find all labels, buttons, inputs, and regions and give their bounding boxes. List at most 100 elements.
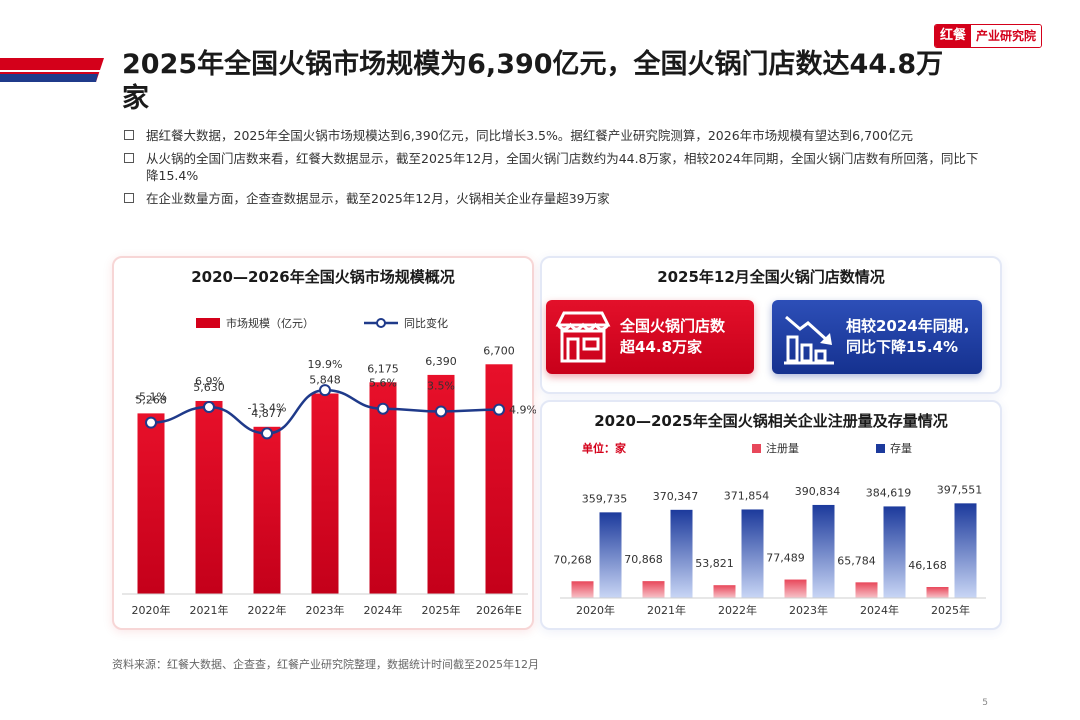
market-size-bar-label: 6,390: [425, 355, 457, 368]
source-footnote: 资料来源：红餐大数据、企查查，红餐产业研究院整理，数据统计时间截至2025年12…: [112, 658, 539, 671]
stock-bar: [599, 512, 622, 598]
store-count-text: 全国火锅门店数 超44.8万家: [614, 316, 725, 358]
enterprise-x-tick: 2025年: [931, 603, 970, 617]
registration-bar-label: 65,784: [837, 554, 876, 567]
market-size-x-tick: 2022年: [248, 603, 287, 617]
market-size-bar: [253, 426, 281, 594]
yoy-change-point: [145, 416, 157, 429]
title-accent-bar: [0, 58, 104, 82]
market-size-legend: 市场规模（亿元） 同比变化: [196, 316, 448, 330]
enterprise-x-tick: 2024年: [860, 603, 899, 617]
yoy-change-label: 19.9%: [308, 358, 343, 371]
market-size-bar: [369, 382, 397, 594]
bullet-item: 据红餐大数据，2025年全国火锅市场规模达到6,390亿元，同比增长3.5%。据…: [122, 127, 982, 144]
registration-bar: [642, 581, 665, 598]
market-size-bar-label: 5,268: [135, 393, 167, 406]
store-count-line1: 全国火锅门店数: [620, 317, 726, 335]
legend-bar-swatch: [196, 318, 220, 328]
market-size-x-tick: 2025年: [422, 603, 461, 617]
stock-bar: [741, 509, 764, 598]
market-size-x-tick: 2026年E: [476, 603, 522, 617]
market-size-bar-label: 6,175: [367, 362, 399, 375]
yoy-change-point: [435, 405, 447, 418]
legend-bar-label: 市场规模（亿元）: [226, 316, 314, 330]
enterprise-panel: 2020—2025年全国火锅相关企业注册量及存量情况 单位：家 注册量 存量 70,2…: [540, 400, 1002, 630]
stock-bar-label: 371,854: [724, 489, 770, 502]
checkbox-square-icon: [124, 193, 134, 203]
page-number: 5: [982, 698, 988, 708]
market-size-x-tick: 2020年: [132, 603, 171, 617]
market-size-bar: [137, 413, 165, 594]
brand-logo-red: 红餐: [934, 25, 971, 47]
bullet-text: 在企业数量方面，企查查数据显示，截至2025年12月，火锅相关企业存量超39万家: [146, 191, 610, 206]
checkbox-square-icon: [124, 130, 134, 140]
legend-line-marker: [376, 318, 386, 328]
stock-bar-label: 370,347: [653, 490, 699, 503]
market-size-chart: 市场规模（亿元） 同比变化 5,268 2020年 5,630 2021年 4,877 202…: [122, 316, 536, 617]
stock-bar-label: 397,551: [937, 483, 983, 496]
market-size-bar-label: 5,630: [193, 381, 225, 394]
stock-bar-label: 384,619: [866, 486, 912, 499]
legend-registration-swatch: [752, 444, 761, 453]
stock-bar: [883, 506, 906, 598]
registration-bar: [855, 582, 878, 598]
bullet-text: 据红餐大数据，2025年全国火锅市场规模达到6,390亿元，同比增长3.5%。据…: [146, 128, 913, 143]
enterprise-x-tick: 2020年: [576, 603, 615, 617]
market-size-bar: [311, 393, 339, 594]
market-size-x-tick: 2024年: [364, 603, 403, 617]
store-decline-text: 相较2024年同期， 同比下降15.4%: [840, 316, 978, 358]
market-size-bar: [195, 400, 223, 594]
stock-bar: [812, 504, 835, 598]
registration-bar-label: 53,821: [695, 557, 734, 570]
yoy-change-label: 4.9%: [509, 404, 536, 417]
registration-bar-label: 46,168: [908, 559, 947, 572]
stock-bar: [954, 503, 977, 598]
enterprise-chart-title: 2020—2025年全国火锅相关企业注册量及存量情况: [594, 412, 948, 430]
yoy-change-point: [377, 402, 389, 415]
legend-line-label: 同比变化: [404, 316, 448, 330]
enterprise-x-tick: 2023年: [789, 603, 828, 617]
market-size-chart-title: 2020—2026年全国火锅市场规模概况: [191, 268, 455, 286]
brand-logo: 红餐 产业研究院: [933, 24, 1042, 48]
market-size-bar-label: 5,848: [309, 373, 341, 386]
legend-registration-label: 注册量: [766, 441, 799, 455]
legend-stock-label: 存量: [890, 441, 912, 455]
market-size-bar: [485, 364, 513, 594]
registration-bar: [784, 579, 807, 598]
stock-bar: [670, 509, 693, 598]
enterprise-x-tick: 2022年: [718, 603, 757, 617]
enterprise-chart: 单位：家 注册量 存量 70,268 359,735 2020年 70,868 370,347…: [553, 441, 986, 617]
store-decline-line2: 同比下降15.4%: [846, 338, 959, 356]
store-decline-card: 相较2024年同期， 同比下降15.4%: [772, 300, 982, 374]
store-count-title: 2025年12月全国火锅门店数情况: [657, 268, 885, 286]
registration-bar-label: 70,268: [553, 553, 592, 566]
yoy-change-label: -13.4%: [248, 401, 287, 414]
brand-logo-text: 产业研究院: [970, 25, 1041, 47]
checkbox-square-icon: [124, 153, 134, 163]
registration-bar: [713, 585, 736, 598]
store-count-card: 全国火锅门店数 超44.8万家: [546, 300, 754, 374]
storefront-icon: [555, 311, 611, 363]
page-title: 2025年全国火锅市场规模为6,390亿元，全国火锅门店数达44.8万家: [122, 49, 944, 114]
stock-bar-label: 390,834: [795, 485, 841, 498]
market-size-x-tick: 2021年: [190, 603, 229, 617]
declining-bar-chart-icon: [784, 315, 834, 365]
enterprise-legend: 单位：家 注册量 存量: [582, 441, 912, 455]
yoy-change-point: [203, 401, 215, 414]
registration-bar-label: 70,868: [624, 553, 663, 566]
stock-bar-label: 359,735: [582, 492, 628, 505]
yoy-change-label: 6.9%: [195, 375, 223, 388]
yoy-change-label: 5.6%: [369, 377, 397, 390]
market-size-x-tick: 2023年: [306, 603, 345, 617]
yoy-change-point: [493, 403, 505, 416]
yoy-change-point: [261, 427, 273, 440]
legend-stock-swatch: [876, 444, 885, 453]
market-size-panel: 2020—2026年全国火锅市场规模概况 市场规模（亿元） 同比变化 5,268 20…: [112, 256, 536, 630]
market-size-bar-label: 6,700: [483, 344, 515, 357]
bullet-item: 在企业数量方面，企查查数据显示，截至2025年12月，火锅相关企业存量超39万家: [122, 190, 982, 207]
registration-bar-label: 77,489: [766, 552, 805, 565]
store-decline-line1: 相较2024年同期，: [846, 317, 978, 335]
yoy-change-label: -5.1%: [135, 391, 167, 404]
enterprise-unit-label: 单位：家: [582, 441, 627, 455]
registration-bar: [571, 581, 594, 598]
